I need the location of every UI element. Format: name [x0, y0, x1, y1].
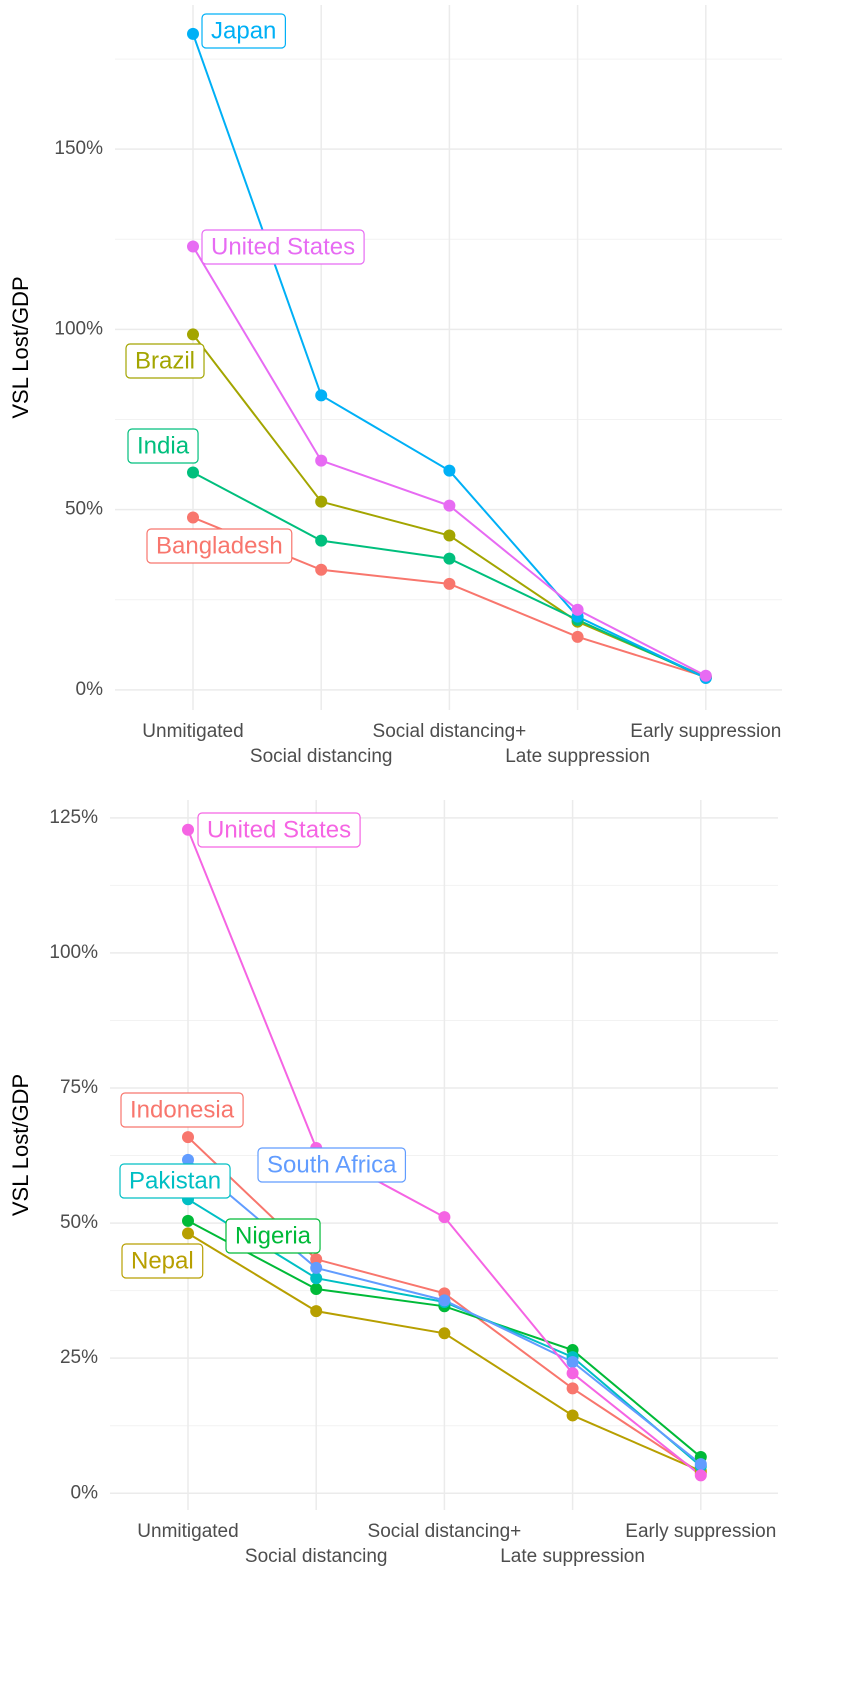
data-point [699, 669, 712, 682]
data-point [566, 1355, 579, 1368]
y-tick-label: 150% [54, 138, 103, 159]
label-box [201, 13, 286, 49]
series-label: United States [207, 816, 351, 843]
x-tick-label: Social distancing+ [368, 1521, 522, 1542]
data-point [310, 1253, 323, 1266]
data-point [694, 1469, 707, 1482]
x-tick-label: Late suppression [505, 746, 650, 767]
data-point [187, 27, 199, 40]
data-point [566, 1409, 579, 1422]
series-label: South Africa [267, 1151, 397, 1178]
label-box [146, 528, 293, 564]
y-axis-title: VSL Lost/GDP [8, 276, 33, 418]
y-axis-title: VSL Lost/GDP [8, 1074, 33, 1216]
series-label: Japan [211, 17, 276, 44]
y-tick-label: 100% [54, 318, 103, 339]
data-point [438, 1327, 451, 1340]
data-point [438, 1211, 451, 1224]
label-box [197, 812, 361, 848]
series-label: India [137, 432, 190, 459]
y-tick-label: 75% [60, 1077, 98, 1098]
x-tick-label: Social distancing+ [373, 721, 527, 742]
x-tick-label: Early suppression [625, 1521, 776, 1542]
data-point [187, 511, 199, 524]
data-point [315, 495, 328, 508]
label-box [119, 1163, 231, 1199]
x-tick-label: Early suppression [630, 721, 781, 742]
y-tick-label: 100% [49, 942, 98, 963]
data-point [443, 499, 456, 512]
label-box [225, 1218, 321, 1254]
label-box [125, 343, 205, 379]
label-box [127, 428, 199, 464]
y-tick-label: 125% [49, 807, 98, 828]
chart: 0% 50% 100% 150% Unmitigated Social distancin… [8, 5, 782, 767]
x-tick-label: Late suppression [500, 1546, 645, 1567]
series-label: Nigeria [235, 1222, 312, 1249]
x-tick-label: Social distancing [250, 746, 393, 767]
series-label: United States [211, 233, 355, 260]
y-tick-label: 50% [60, 1212, 98, 1233]
data-point [443, 529, 456, 542]
y-tick-label: 25% [60, 1347, 98, 1368]
series-label: Bangladesh [156, 532, 283, 559]
data-point [443, 552, 456, 565]
series-label: Indonesia [130, 1096, 235, 1123]
data-point [310, 1261, 323, 1274]
x-tick-label: Unmitigated [137, 1521, 238, 1542]
data-point [566, 1382, 579, 1395]
data-point [310, 1305, 323, 1318]
data-point [571, 630, 584, 643]
data-point [310, 1272, 323, 1285]
data-point [182, 1214, 194, 1227]
x-tick-label: Unmitigated [142, 721, 243, 742]
data-point [315, 454, 328, 467]
label-box [120, 1092, 244, 1128]
data-point [443, 464, 456, 477]
series-label: Nepal [131, 1247, 194, 1274]
data-point [182, 1227, 194, 1240]
series-label: Brazil [135, 347, 195, 374]
series-label: Pakistan [129, 1167, 221, 1194]
data-point [187, 328, 199, 341]
data-point [571, 603, 584, 616]
data-point [187, 240, 199, 253]
y-tick-label: 0% [76, 679, 104, 700]
data-point [315, 563, 328, 576]
y-tick-label: 50% [65, 499, 103, 520]
x-tick-label: Social distancing [245, 1546, 388, 1567]
data-point [310, 1283, 323, 1296]
data-point [694, 1458, 707, 1471]
data-point [187, 466, 199, 479]
chart: 0% 25% 50% 75% 100% 125% Unmitigated Social dis… [8, 800, 778, 1567]
data-point [438, 1294, 451, 1307]
y-tick-label: 0% [71, 1482, 99, 1503]
data-point [182, 1131, 194, 1144]
label-box [257, 1147, 407, 1183]
data-point [182, 1153, 194, 1166]
data-point [315, 389, 328, 402]
label-box [201, 229, 365, 265]
data-point [443, 577, 456, 590]
data-point [182, 823, 194, 836]
data-point [566, 1367, 579, 1380]
label-box [121, 1243, 204, 1279]
data-point [315, 534, 328, 547]
